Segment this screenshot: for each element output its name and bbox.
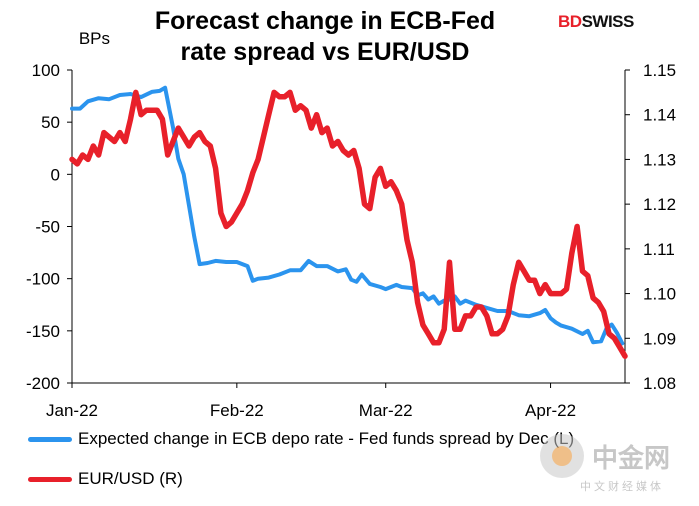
- series-line-eurusd: [69, 89, 628, 359]
- left-tick-label: 100: [32, 61, 60, 80]
- left-tick-label: -50: [35, 218, 60, 237]
- chart-svg: 100 50 0 -50 -100 -150 -200 BPs 1.15 1.14 1.13 1.12…: [26, 29, 676, 420]
- x-tick-label: Feb-22: [210, 401, 264, 420]
- left-tick-label: -150: [26, 322, 60, 341]
- left-tick-label: -100: [26, 270, 60, 289]
- bdswiss-logo: BDSWISS: [558, 12, 634, 32]
- right-tick-label: 1.11: [643, 240, 675, 259]
- series-line-spread: [70, 85, 625, 346]
- legend-item-spread: Expected change in ECB depo rate - Fed f…: [28, 426, 574, 452]
- left-tick-label: 0: [51, 165, 60, 184]
- logo-bd: BD: [558, 12, 582, 31]
- right-tick-label: 1.15: [643, 61, 676, 80]
- legend-label-eurusd: EUR/USD (R): [78, 469, 183, 488]
- left-tick-label: -200: [26, 374, 60, 393]
- left-axis-unit-label: BPs: [79, 29, 110, 48]
- legend-item-eurusd: EUR/USD (R): [28, 466, 574, 492]
- right-tick-label: 1.12: [643, 195, 676, 214]
- legend: Expected change in ECB depo rate - Fed f…: [28, 426, 574, 506]
- watermark-dot: [552, 446, 572, 466]
- right-tick-label: 1.14: [643, 106, 676, 125]
- watermark-subtext: 中文财经媒体: [580, 481, 664, 493]
- right-tick-label: 1.09: [643, 329, 676, 348]
- right-tick-label: 1.10: [643, 285, 676, 304]
- x-tick-label: Jan-22: [46, 401, 98, 420]
- chart-title-line-2: rate spread vs EUR/USD: [180, 38, 470, 66]
- right-tick-label: 1.13: [643, 150, 676, 169]
- chart-title-line-1: Forecast change in ECB-Fed: [154, 7, 496, 35]
- watermark-logo: 中金网 中文财经媒体: [540, 432, 690, 493]
- legend-label-spread: Expected change in ECB depo rate - Fed f…: [78, 429, 575, 448]
- watermark-text: 中金网: [592, 443, 671, 473]
- right-tick-label: 1.08: [643, 374, 676, 393]
- x-tick-label: Mar-22: [359, 401, 413, 420]
- left-tick-label: 50: [41, 113, 60, 132]
- x-tick-label: Apr-22: [525, 401, 576, 420]
- logo-swiss: SWISS: [581, 12, 635, 31]
- chart-title: Forecast change in ECB-Fed rate spread v…: [120, 6, 530, 68]
- legend-swatch-blue: [28, 436, 72, 442]
- legend-swatch-red: [28, 476, 72, 482]
